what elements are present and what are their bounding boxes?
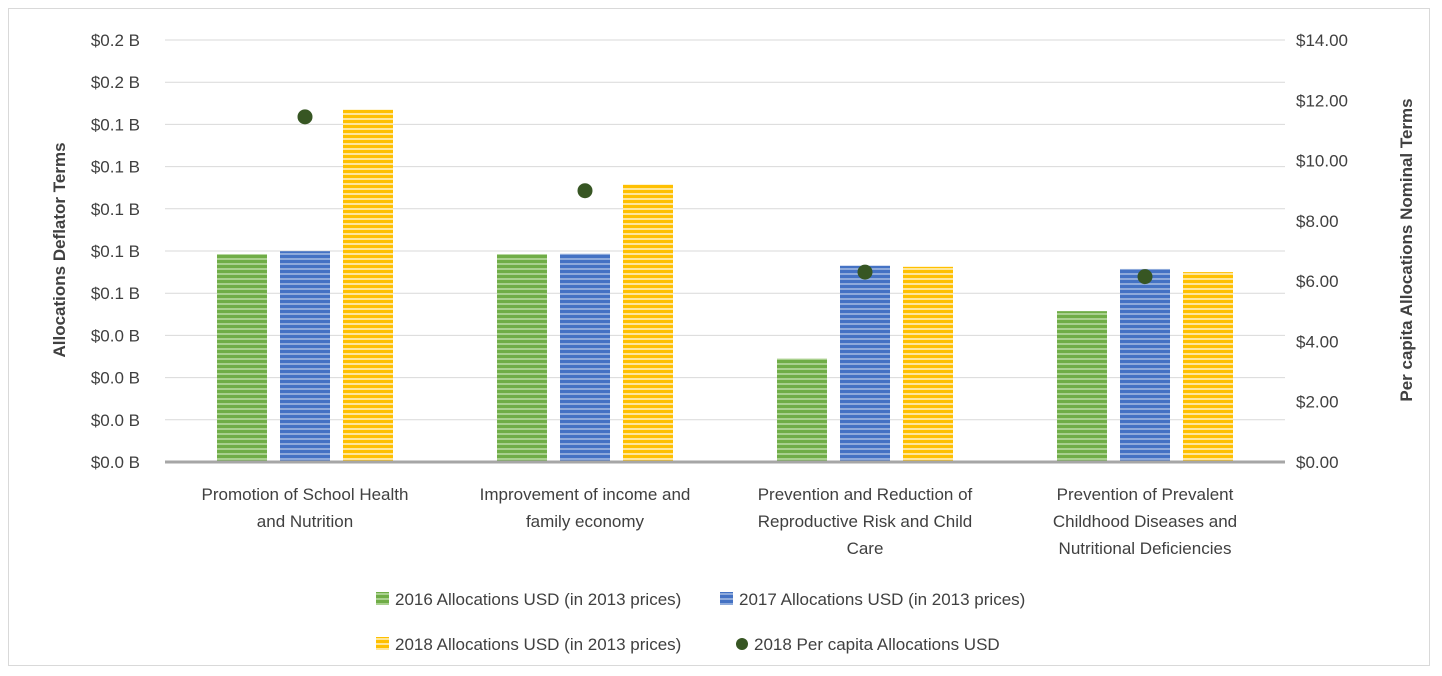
bar-2018 (623, 184, 673, 462)
left-tick-label: $0.1 B (91, 115, 140, 134)
bar-2017 (1120, 268, 1170, 462)
bar-2016 (1057, 311, 1107, 462)
legend-swatch (376, 637, 389, 650)
right-axis-ticks: $0.00 $2.00 $4.00 $6.00 $8.00 $10.00 $12.00 $14… (1296, 31, 1348, 472)
category-label: family economy (526, 512, 645, 531)
right-tick-label: $14.00 (1296, 31, 1348, 50)
left-axis-title: Allocations Deflator Terms (50, 142, 69, 357)
bar-2017 (840, 265, 890, 462)
legend-item: 2016 Allocations USD (in 2013 prices) (376, 590, 681, 609)
bar-2017 (280, 251, 330, 462)
bar-2016 (777, 358, 827, 462)
category-label: Reproductive Risk and Child (758, 512, 973, 531)
category-label: and Nutrition (257, 512, 353, 531)
legend-item: 2018 Allocations USD (in 2013 prices) (376, 635, 681, 654)
category-label: Promotion of School Health (202, 485, 409, 504)
per-capita-point (297, 109, 313, 125)
category-labels: Promotion of School Health and Nutrition I… (202, 485, 1238, 558)
left-tick-label: $0.1 B (91, 200, 140, 219)
legend-label: 2017 Allocations USD (in 2013 prices) (739, 590, 1025, 609)
gridlines (165, 39, 1285, 421)
category-label: Prevention and Reduction of (758, 485, 973, 504)
bar-2018 (343, 109, 393, 462)
right-tick-label: $4.00 (1296, 332, 1339, 351)
legend-label: 2016 Allocations USD (in 2013 prices) (395, 590, 681, 609)
bar-2016 (217, 254, 267, 462)
left-tick-label: $0.0 B (91, 453, 140, 472)
right-tick-label: $2.00 (1296, 393, 1339, 412)
legend-swatch (720, 592, 733, 605)
legend-label: 2018 Per capita Allocations USD (754, 635, 1000, 654)
category-label: Nutritional Deficiencies (1059, 539, 1232, 558)
right-tick-label: $0.00 (1296, 453, 1339, 472)
per-capita-point (577, 183, 593, 199)
right-tick-label: $8.00 (1296, 212, 1339, 231)
legend-marker (736, 638, 748, 650)
right-axis-title: Per capita Allocations Nominal Terms (1397, 98, 1416, 401)
category-label: Prevention of Prevalent (1057, 485, 1234, 504)
per-capita-points (297, 109, 1153, 285)
right-tick-label: $12.00 (1296, 91, 1348, 110)
bar-2016 (497, 254, 547, 462)
left-tick-label: $0.0 B (91, 369, 140, 388)
legend-label: 2018 Allocations USD (in 2013 prices) (395, 635, 681, 654)
left-tick-label: $0.1 B (91, 284, 140, 303)
left-tick-label: $0.2 B (91, 73, 140, 92)
bar-2017 (560, 253, 610, 462)
category-label: Care (847, 539, 884, 558)
category-label: Improvement of income and (480, 485, 691, 504)
left-tick-label: $0.0 B (91, 326, 140, 345)
left-tick-label: $0.1 B (91, 158, 140, 177)
bar-2018 (1183, 272, 1233, 462)
right-tick-label: $6.00 (1296, 272, 1339, 291)
legend: 2016 Allocations USD (in 2013 prices) 201… (376, 590, 1025, 654)
category-label: Childhood Diseases and (1053, 512, 1237, 531)
bar-2018 (903, 266, 953, 462)
legend-item: 2017 Allocations USD (in 2013 prices) (720, 590, 1025, 609)
left-axis-ticks: $0.0 B $0.0 B $0.0 B $0.0 B $0.1 B $0.1 B $0.1… (91, 31, 140, 472)
bars (217, 109, 1233, 462)
per-capita-point (1137, 269, 1153, 285)
left-tick-label: $0.1 B (91, 242, 140, 261)
left-tick-label: $0.2 B (91, 31, 140, 50)
per-capita-point (857, 264, 873, 280)
chart-frame (8, 8, 1430, 666)
left-tick-label: $0.0 B (91, 411, 140, 430)
legend-item: 2018 Per capita Allocations USD (736, 635, 1000, 654)
legend-swatch (376, 592, 389, 605)
right-tick-label: $10.00 (1296, 152, 1348, 171)
